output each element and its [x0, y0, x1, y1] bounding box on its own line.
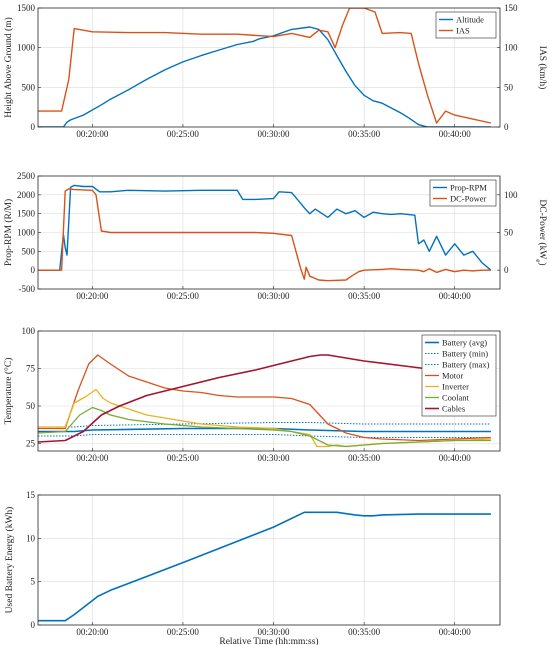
y2-tick-label: 50 [504, 82, 514, 92]
legend-box [435, 11, 497, 39]
y-tick-label: -500 [19, 284, 36, 294]
x-tick-label: 00:40:00 [439, 453, 472, 463]
series-group [38, 8, 492, 127]
y2-axis-label: DC-Power (kWe) [534, 199, 548, 265]
series-line-energy [38, 511, 491, 622]
x-tick-label: 00:40:00 [439, 291, 472, 301]
x-tick-label: 00:30:00 [258, 453, 291, 463]
series-group [38, 184, 492, 282]
y-tick-label: 1500 [17, 209, 36, 219]
y-tick-label: 25 [26, 439, 36, 449]
chart-panel-2: 00:20:00 00:25:00 00:30:00 00:35:00 00:40:00… [3, 171, 548, 301]
y-tick-label: 50 [26, 401, 36, 411]
y-tick-label: 1000 [17, 228, 36, 238]
legend-label: DC-Power [450, 194, 487, 204]
x-tick-label: 00:25:00 [167, 453, 200, 463]
chart-panel-4: 00:20:00 00:25:00 00:30:00 00:35:00 00:40:00… [4, 490, 501, 645]
x-tick-label: 00:35:00 [348, 453, 381, 463]
y-tick-label: 0 [31, 122, 36, 132]
y-tick-label: 0 [31, 620, 36, 630]
y-tick-label: 2500 [17, 171, 36, 181]
y-tick-label: 0 [31, 265, 36, 275]
x-tick-label: 00:30:00 [258, 627, 291, 637]
y-tick-label: 1000 [17, 43, 36, 53]
legend-label: Prop-RPM [450, 183, 487, 193]
legend-label: Motor [442, 371, 463, 381]
plot-frame [37, 175, 501, 290]
series-line-cables [38, 354, 491, 443]
chart-panel-1: 00:20:00 00:25:00 00:30:00 00:35:00 00:40:00… [3, 3, 548, 139]
legend-label: IAS [456, 26, 470, 36]
y-tick-label: 15 [26, 490, 36, 500]
chart-panel-3: 00:20:00 00:25:00 00:30:00 00:35:00 00:40:00… [3, 326, 501, 463]
y-tick-label: 1500 [17, 3, 36, 13]
series-line-motor [38, 354, 491, 442]
y2-axis-label: IAS (km/h) [537, 46, 548, 90]
series-line-coolant [38, 406, 491, 448]
series-group [38, 354, 491, 448]
series-line-altitude [38, 26, 491, 127]
y2-tick-label: 50 [504, 228, 514, 238]
legend-label: Inverter [442, 382, 469, 392]
x-tick-label: 00:40:00 [439, 627, 472, 637]
x-tick-label: 00:35:00 [348, 291, 381, 301]
legend-label: Altitude [456, 15, 484, 25]
plot-frame [37, 494, 501, 626]
y-axis-label: Temperature (°C) [3, 358, 14, 425]
y-tick-label: 2000 [17, 190, 36, 200]
x-tick-label: 00:35:00 [348, 129, 381, 139]
plot-frame [37, 330, 501, 452]
x-tick-label: 00:20:00 [76, 291, 109, 301]
series-line-battery-min- [38, 434, 491, 438]
series-line-prop-rpm [38, 184, 492, 271]
legend: Battery (avg)Battery (min)Battery (max)M… [421, 334, 497, 417]
series-line-dc-power [38, 188, 491, 282]
y-axis-label: Height Above Ground (m) [3, 17, 14, 118]
x-tick-label: 00:30:00 [258, 291, 291, 301]
y-tick-label: 100 [22, 326, 36, 336]
x-tick-label: 00:20:00 [76, 627, 109, 637]
x-tick-label: 00:40:00 [439, 129, 472, 139]
y2-tick-label: 0 [504, 265, 509, 275]
y-tick-label: 75 [26, 364, 36, 374]
legend-label: Battery (max) [442, 360, 490, 370]
y-axis-label: Used Battery Energy (kWh) [4, 507, 15, 614]
y-tick-label: 500 [22, 246, 36, 256]
x-tick-label: 00:25:00 [167, 627, 200, 637]
x-tick-label: 00:20:00 [76, 129, 109, 139]
x-axis-label: Relative Time (hh:mm:ss) [219, 636, 318, 645]
y2-tick-label: 100 [504, 43, 518, 53]
y-tick-label: 5 [31, 577, 36, 587]
y2-tick-label: 100 [504, 190, 518, 200]
plot-frame [37, 7, 501, 128]
y2-tick-label: 0 [504, 122, 509, 132]
x-tick-label: 00:30:00 [258, 129, 291, 139]
x-tick-label: 00:35:00 [348, 627, 381, 637]
x-tick-label: 00:20:00 [76, 453, 109, 463]
legend-label: Cables [442, 404, 465, 414]
series-line-ias [38, 8, 492, 124]
y-tick-label: 500 [22, 82, 36, 92]
y2-tick-label: 150 [504, 3, 518, 13]
legend-label: Battery (avg) [442, 338, 487, 348]
legend-label: Coolant [442, 393, 470, 403]
y-tick-label: 10 [26, 533, 36, 543]
x-tick-label: 00:25:00 [167, 129, 200, 139]
series-group [38, 511, 491, 622]
legend-box [429, 179, 497, 207]
series-line-battery-max- [38, 422, 491, 428]
legend-label: Battery (min) [442, 349, 488, 359]
y-axis-label: Prop-RPM (R/M) [3, 199, 14, 266]
x-tick-label: 00:25:00 [167, 291, 200, 301]
